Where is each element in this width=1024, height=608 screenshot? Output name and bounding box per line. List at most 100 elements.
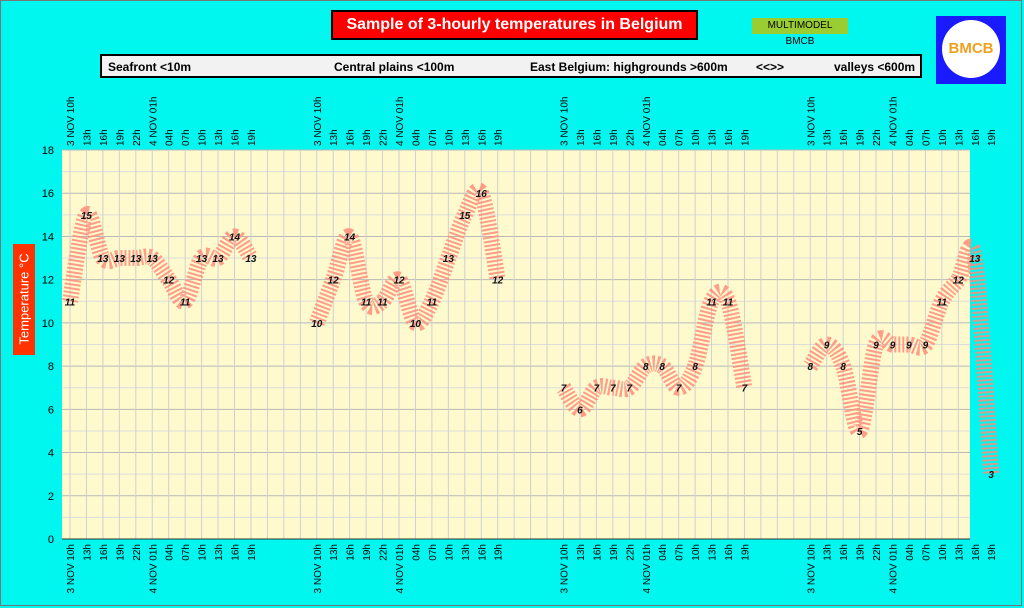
x-tick-label: 19h	[609, 544, 620, 561]
x-tick-label: 13h	[329, 129, 340, 146]
x-tick-label: 4 NOV 01h	[395, 544, 406, 593]
x-tick-label: 22h	[379, 129, 390, 146]
x-tick-label: 13h	[214, 129, 225, 146]
x-tick-label: 3 NOV 10h	[313, 97, 324, 146]
x-tick-label: 13h	[214, 544, 225, 561]
data-label: 7	[627, 384, 633, 395]
x-tick-label: 04h	[411, 129, 422, 146]
x-tick-label: 10h	[691, 129, 702, 146]
y-tick-label: 4	[48, 448, 54, 460]
x-tick-label: 04h	[165, 129, 176, 146]
x-tick-label: 16h	[839, 129, 850, 146]
data-label: 11	[723, 297, 734, 308]
x-tick-label: 19h	[609, 129, 620, 146]
x-tick-label: 04h	[905, 129, 916, 146]
x-tick-label: 16h	[839, 544, 850, 561]
x-tick-label: 13h	[954, 129, 965, 146]
data-label: 11	[180, 297, 191, 308]
data-label: 10	[311, 319, 323, 330]
x-tick-label: 19h	[740, 544, 751, 561]
bmcb-logo: BMCB	[936, 16, 1006, 84]
x-tick-label: 16h	[99, 129, 110, 146]
x-tick-label: 13h	[823, 129, 834, 146]
x-tick-label: 07h	[921, 544, 932, 561]
y-tick-label: 14	[42, 231, 54, 243]
x-tick-label: 22h	[379, 544, 390, 561]
x-tick-label: 16h	[477, 544, 488, 561]
x-tick-label: 04h	[411, 544, 422, 561]
x-tick-label: 3 NOV 10h	[66, 97, 77, 146]
logo-text: BMCB	[948, 40, 994, 57]
x-tick-label: 4 NOV 01h	[642, 97, 653, 146]
data-label: 14	[344, 232, 356, 243]
x-tick-label: 13h	[461, 544, 472, 561]
data-label: 12	[492, 276, 504, 287]
x-tick-label: 16h	[99, 544, 110, 561]
y-axis-label-box: Temperature °C	[13, 244, 35, 355]
data-label: 7	[561, 384, 567, 395]
x-tick-label: 22h	[625, 129, 636, 146]
data-label: 14	[229, 232, 241, 243]
multimodel-badge: MULTIMODEL BMCB	[752, 18, 848, 47]
data-label: 13	[147, 254, 159, 265]
x-tick-labels-bottom: 3 NOV 10h 13h 16h 19h 22h 4 NOV 01h 04h 07h 10h 1…	[66, 544, 998, 593]
data-label: 11	[65, 297, 76, 308]
region-east-highgrounds: East Belgium: highgrounds >600m	[530, 60, 728, 74]
x-tick-label: 13h	[461, 129, 472, 146]
x-tick-label: 22h	[132, 544, 143, 561]
x-tick-label: 16h	[477, 129, 488, 146]
x-tick-label: 13h	[823, 544, 834, 561]
x-tick-label: 19h	[856, 129, 867, 146]
data-label: 13	[196, 254, 208, 265]
region-legend: Seafront <10m Central plains <100m East …	[100, 54, 922, 78]
data-label: 8	[807, 362, 813, 373]
x-tick-labels-top: 3 NOV 10h 13h 16h 19h 22h 4 NOV 01h 04h 07h 10h 1…	[66, 97, 998, 146]
x-tick-label: 19h	[362, 544, 373, 561]
data-label: 9	[906, 341, 912, 352]
x-tick-label: 16h	[724, 129, 735, 146]
series-band	[556, 283, 753, 418]
x-tick-label: 3 NOV 10h	[560, 97, 571, 146]
x-tick-label: 19h	[740, 129, 751, 146]
data-label: 7	[742, 384, 748, 395]
y-tick-labels: 0 2 4 6 8 10 12 14 16 18	[42, 145, 54, 546]
x-tick-label: 13h	[82, 129, 93, 146]
x-tick-label: 07h	[675, 544, 686, 561]
y-tick-label: 10	[42, 318, 54, 330]
region-seafront: Seafront <10m	[108, 60, 192, 74]
x-tick-label: 19h	[856, 544, 867, 561]
x-tick-label: 19h	[115, 129, 126, 146]
y-tick-label: 8	[48, 361, 54, 373]
data-label: 10	[410, 319, 422, 330]
x-tick-label: 13h	[576, 544, 587, 561]
data-label: 13	[97, 254, 109, 265]
data-label: 8	[643, 362, 649, 373]
data-label: 8	[659, 362, 665, 373]
data-label: 11	[361, 297, 372, 308]
x-tick-label: 4 NOV 01h	[148, 544, 159, 593]
y-tick-label: 0	[48, 534, 54, 546]
data-label: 12	[328, 276, 340, 287]
x-tick-label: 04h	[658, 544, 669, 561]
series-band	[62, 206, 258, 310]
x-tick-label: 04h	[658, 129, 669, 146]
x-tick-label: 4 NOV 01h	[889, 97, 900, 146]
x-tick-label: 07h	[675, 129, 686, 146]
x-tick-label: 22h	[625, 544, 636, 561]
x-tick-label: 10h	[444, 544, 455, 561]
chart-title: Sample of 3-hourly temperatures in Belgi…	[331, 10, 698, 40]
x-tick-label: 22h	[872, 544, 883, 561]
y-tick-label: 6	[48, 404, 54, 416]
x-tick-label: 19h	[247, 129, 258, 146]
data-labels: 11 15 13 13 13 13 12 11 13 13 14 13 10 12 14 11 11 12 10 11…	[65, 189, 995, 481]
data-label: 13	[245, 254, 257, 265]
x-tick-label: 10h	[938, 129, 949, 146]
data-label: 9	[923, 341, 929, 352]
data-label: 13	[212, 254, 224, 265]
x-tick-label: 13h	[954, 544, 965, 561]
x-tick-label: 3 NOV 10h	[806, 97, 817, 146]
data-label: 13	[443, 254, 455, 265]
x-tick-label: 10h	[198, 129, 209, 146]
x-tick-label: 16h	[724, 544, 735, 561]
